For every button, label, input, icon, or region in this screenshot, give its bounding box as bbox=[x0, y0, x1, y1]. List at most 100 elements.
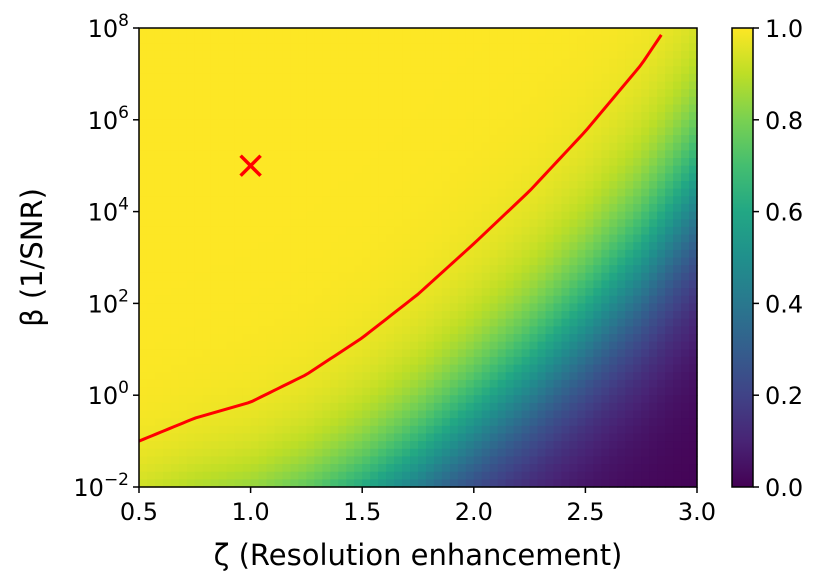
heatmap-cell bbox=[441, 211, 451, 220]
heatmap-cell bbox=[529, 334, 539, 343]
heatmap-cell bbox=[402, 326, 411, 335]
heatmap-cell bbox=[290, 402, 300, 412]
heatmap-cell bbox=[402, 356, 411, 366]
heatmap-cell bbox=[202, 372, 212, 381]
heatmap-cell bbox=[418, 303, 427, 312]
heatmap-cell bbox=[170, 188, 180, 197]
heatmap-cell bbox=[226, 425, 236, 435]
heatmap-cell bbox=[433, 28, 443, 37]
heatmap-cell bbox=[449, 425, 459, 435]
heatmap-cell bbox=[234, 356, 244, 366]
heatmap-cell bbox=[226, 295, 236, 304]
heatmap-cell bbox=[274, 226, 284, 236]
y-tick-label: 102 bbox=[88, 286, 129, 318]
heatmap-cell bbox=[234, 66, 244, 75]
heatmap-cell bbox=[457, 43, 467, 52]
heatmap-cell bbox=[410, 96, 419, 106]
heatmap-cell bbox=[609, 303, 618, 312]
heatmap-cell bbox=[577, 73, 586, 83]
heatmap-cell bbox=[521, 318, 531, 327]
heatmap-cell bbox=[202, 418, 212, 427]
heatmap-cell bbox=[617, 104, 626, 113]
heatmap-cell bbox=[649, 58, 658, 67]
heatmap-cell bbox=[561, 387, 571, 396]
heatmap-cell bbox=[354, 311, 363, 320]
heatmap-cell bbox=[505, 379, 515, 389]
heatmap-cell bbox=[585, 104, 594, 113]
heatmap-cell bbox=[282, 356, 292, 366]
heatmap-cell bbox=[633, 418, 642, 427]
heatmap-cell bbox=[378, 471, 387, 480]
heatmap-cell bbox=[609, 471, 618, 480]
heatmap-cell bbox=[561, 150, 571, 159]
heatmap-cell bbox=[402, 464, 411, 473]
heatmap-cell bbox=[433, 127, 443, 136]
heatmap-cell bbox=[170, 73, 180, 83]
heatmap-cell bbox=[641, 257, 650, 266]
heatmap-cell bbox=[258, 173, 268, 182]
heatmap-cell bbox=[154, 242, 164, 251]
heatmap-cell bbox=[234, 433, 244, 442]
heatmap-cell bbox=[625, 219, 634, 228]
heatmap-cell bbox=[505, 211, 515, 220]
heatmap-cell bbox=[673, 50, 682, 60]
heatmap-cell bbox=[146, 288, 156, 297]
heatmap-cell bbox=[673, 265, 682, 274]
heatmap-cell bbox=[465, 318, 475, 327]
heatmap-cell bbox=[649, 196, 658, 205]
heatmap-cell bbox=[465, 211, 475, 220]
heatmap-cell bbox=[370, 112, 379, 121]
heatmap-cell bbox=[449, 410, 459, 419]
heatmap-cell bbox=[290, 112, 300, 121]
heatmap-cell bbox=[418, 425, 427, 435]
heatmap-cell bbox=[473, 311, 483, 320]
heatmap-cell bbox=[346, 379, 355, 389]
heatmap-cell bbox=[402, 402, 411, 412]
heatmap-cell bbox=[338, 219, 347, 228]
heatmap-cell bbox=[418, 89, 427, 98]
heatmap-cell bbox=[561, 219, 571, 228]
heatmap-cell bbox=[154, 226, 164, 236]
heatmap-cell bbox=[625, 456, 634, 465]
heatmap-cell bbox=[577, 280, 586, 289]
heatmap-cell bbox=[274, 173, 284, 182]
heatmap-cell bbox=[577, 288, 586, 297]
heatmap-cell bbox=[657, 150, 666, 159]
heatmap-cell bbox=[338, 89, 347, 98]
heatmap-cell bbox=[641, 165, 650, 174]
heatmap-cell bbox=[266, 311, 276, 320]
heatmap-cell bbox=[378, 295, 387, 304]
heatmap-cell bbox=[234, 410, 244, 419]
heatmap-cell bbox=[537, 203, 547, 213]
heatmap-cell bbox=[649, 418, 658, 427]
heatmap-cell bbox=[202, 402, 212, 412]
heatmap-cell bbox=[513, 471, 523, 480]
heatmap-cell bbox=[162, 265, 172, 274]
heatmap-cell bbox=[178, 104, 188, 113]
heatmap-cell bbox=[569, 257, 579, 266]
heatmap-cell bbox=[513, 479, 523, 488]
heatmap-cell bbox=[194, 165, 204, 174]
heatmap-cell bbox=[457, 379, 467, 389]
heatmap-cell bbox=[545, 173, 555, 182]
heatmap-cell bbox=[330, 456, 339, 465]
heatmap-cell bbox=[178, 448, 188, 457]
heatmap-cell bbox=[649, 295, 658, 304]
heatmap-cell bbox=[609, 318, 618, 327]
heatmap-cell bbox=[529, 379, 539, 389]
heatmap-cell bbox=[266, 295, 276, 304]
heatmap-cell bbox=[402, 196, 411, 205]
heatmap-cell bbox=[306, 303, 315, 312]
heatmap-cell bbox=[298, 402, 307, 412]
heatmap-cell bbox=[386, 257, 395, 266]
heatmap-cell bbox=[673, 379, 682, 389]
heatmap-cell bbox=[681, 311, 690, 320]
heatmap-cell bbox=[489, 464, 499, 473]
heatmap-cell bbox=[577, 334, 586, 343]
heatmap-cell bbox=[242, 265, 252, 274]
heatmap-cell bbox=[154, 356, 164, 366]
heatmap-cell bbox=[170, 356, 180, 366]
heatmap-cell bbox=[226, 58, 236, 67]
heatmap-cell bbox=[290, 356, 300, 366]
heatmap-cell bbox=[274, 50, 284, 60]
